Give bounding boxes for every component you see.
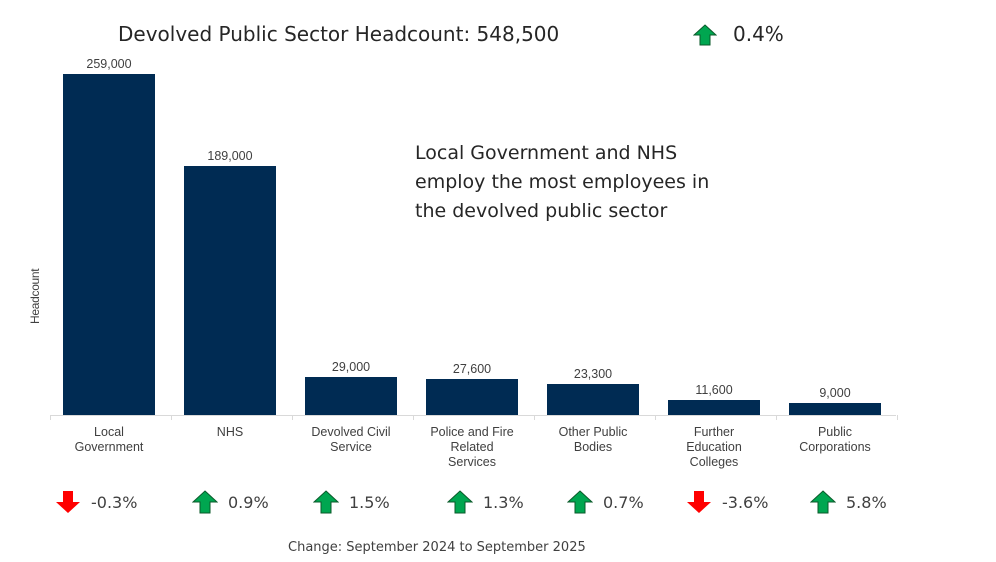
value-label: 29,000 — [331, 360, 371, 374]
bar — [668, 400, 760, 415]
change-indicator: -3.6% — [686, 488, 768, 516]
category-label: Police and Fire Related Services — [430, 425, 514, 469]
x-tick — [776, 415, 777, 420]
annotation-text: Local Government and NHS employ the most… — [415, 142, 710, 222]
x-tick — [534, 415, 535, 420]
value-label: 11,600 — [695, 383, 733, 397]
x-tick — [171, 415, 172, 420]
value-label: 27,600 — [452, 362, 492, 376]
change-indicator: 5.8% — [810, 488, 887, 516]
value-label: 189,000 — [207, 149, 253, 163]
change-indicator: 0.9% — [192, 488, 269, 516]
change-indicator: 1.5% — [313, 488, 390, 516]
category-label: NHS — [216, 425, 244, 439]
change-value: 0.9% — [228, 492, 269, 512]
x-tick — [50, 415, 51, 420]
change-value: 5.8% — [846, 492, 887, 512]
change-value: 1.5% — [349, 492, 390, 512]
arrow-up-icon — [810, 490, 836, 514]
category-label: Devolved Civil Service — [311, 425, 391, 454]
y-axis-label: Headcount — [28, 268, 42, 324]
arrow-down-icon — [55, 490, 81, 514]
arrow-up-icon — [447, 490, 473, 514]
arrow-up-icon — [192, 490, 218, 514]
arrow-up-icon — [693, 24, 717, 46]
arrow-up-icon — [313, 490, 339, 514]
change-value: 0.7% — [603, 492, 644, 512]
change-value: -3.6% — [722, 492, 769, 512]
change-indicator: -0.3% — [55, 488, 137, 516]
bar — [547, 384, 639, 415]
category-label: Local Government — [74, 425, 144, 454]
x-tick — [655, 415, 656, 420]
value-label: 9,000 — [819, 386, 851, 400]
x-tick — [292, 415, 293, 420]
category-label: Other Public Bodies — [558, 425, 628, 454]
change-indicator: 1.3% — [447, 488, 524, 516]
bar — [63, 74, 155, 415]
x-tick — [897, 415, 898, 420]
arrow-down-icon — [686, 490, 712, 514]
bar — [184, 166, 276, 415]
title-text: Devolved Public Sector Headcount: 548,50… — [118, 22, 560, 46]
bar — [789, 403, 881, 415]
x-tick — [413, 415, 414, 420]
change-indicator: 0.7% — [567, 488, 644, 516]
bar — [305, 377, 397, 415]
value-label: 259,000 — [86, 57, 132, 71]
footer-note: Change: September 2024 to September 2025 — [288, 540, 586, 555]
category-label: Further Education Colleges — [686, 425, 742, 469]
x-axis-line — [50, 415, 896, 416]
change-value: 1.3% — [483, 492, 524, 512]
total-change: 0.4% — [733, 22, 784, 46]
change-value: -0.3% — [91, 492, 138, 512]
bar — [426, 379, 518, 415]
value-label: 23,300 — [573, 367, 613, 381]
category-label: Public Corporations — [799, 425, 871, 454]
arrow-up-icon — [567, 490, 593, 514]
